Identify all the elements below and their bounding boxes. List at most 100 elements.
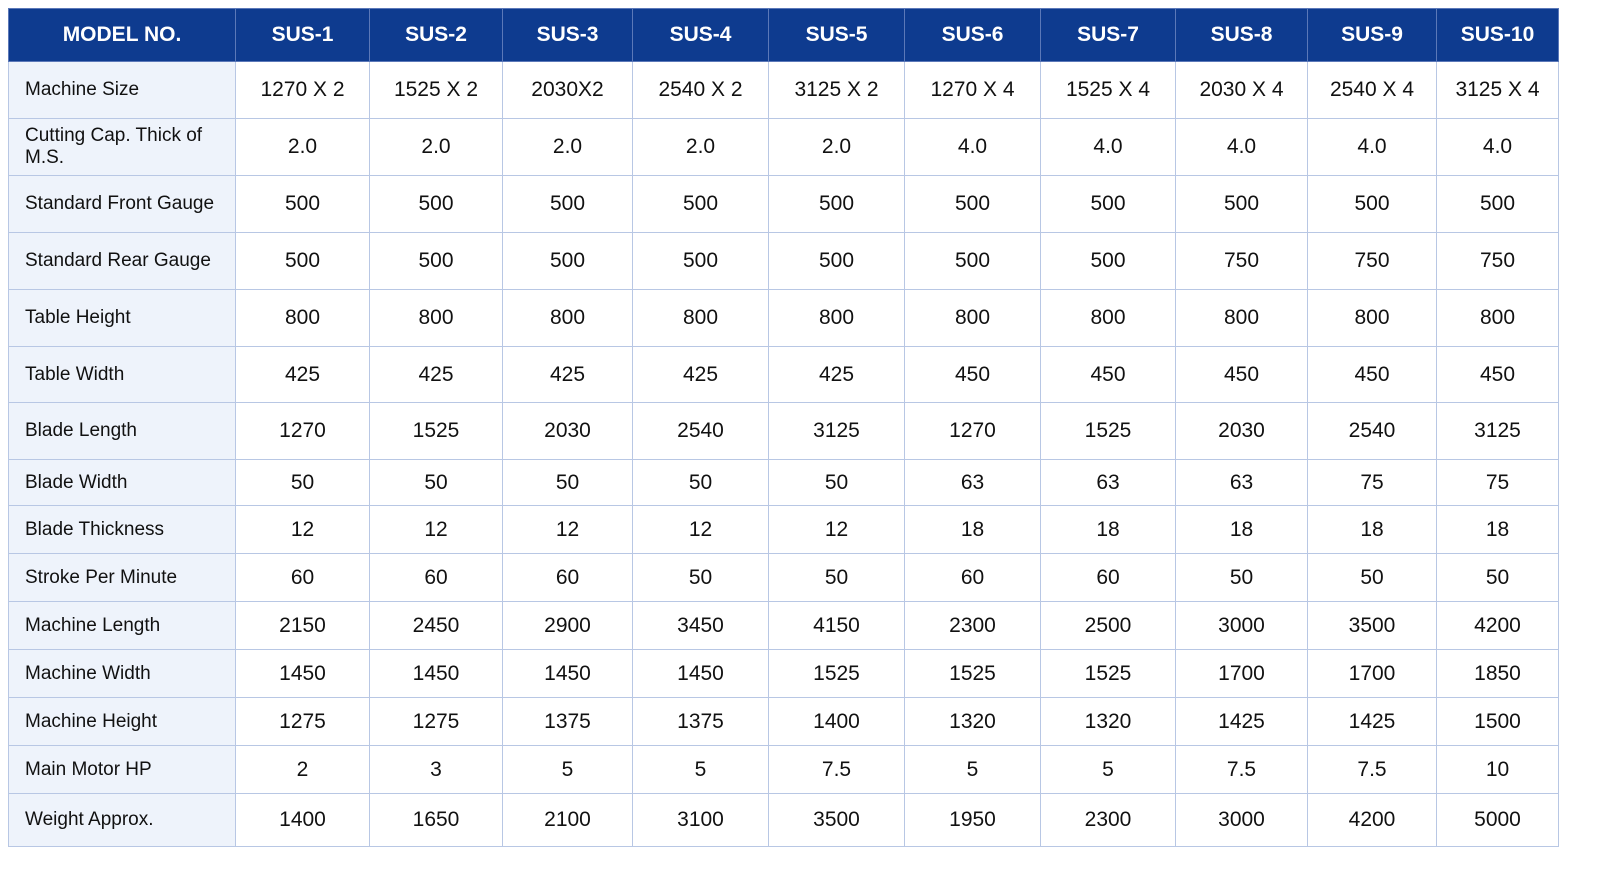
cell: 800 — [502, 289, 633, 347]
cell: 1950 — [904, 793, 1041, 847]
cell: 800 — [369, 289, 503, 347]
table-row: Stroke Per Minute 60 60 60 50 50 60 60 50 50 50 — [8, 553, 1559, 602]
cell: 2150 — [235, 601, 370, 650]
cell: 500 — [1175, 175, 1308, 233]
cell: 425 — [369, 346, 503, 403]
cell: 750 — [1436, 232, 1559, 290]
cell: 1425 — [1175, 697, 1308, 746]
row-label: Main Motor HP — [8, 745, 236, 794]
table-row: Blade Length 1270 1525 2030 2540 3125 1270 1525… — [8, 402, 1559, 460]
cell: 12 — [632, 505, 769, 554]
cell: 60 — [369, 553, 503, 602]
cell: 1525 — [1040, 402, 1176, 460]
cell: 800 — [1436, 289, 1559, 347]
cell: 4200 — [1436, 601, 1559, 650]
cell: 3125 — [1436, 402, 1559, 460]
cell: 5 — [1040, 745, 1176, 794]
cell: 500 — [768, 175, 905, 233]
cell: 5000 — [1436, 793, 1559, 847]
cell: 800 — [632, 289, 769, 347]
table-row: Machine Length 2150 2450 2900 3450 4150 2300 25… — [8, 601, 1559, 650]
cell: 500 — [502, 232, 633, 290]
cell: 2540 — [1307, 402, 1437, 460]
cell: 12 — [369, 505, 503, 554]
cell: 60 — [1040, 553, 1176, 602]
cell: 500 — [235, 175, 370, 233]
cell: 750 — [1175, 232, 1308, 290]
cell: 1400 — [768, 697, 905, 746]
row-label: Weight Approx. — [8, 793, 236, 847]
cell: 2.0 — [502, 118, 633, 176]
cell: 2500 — [1040, 601, 1176, 650]
cell: 5 — [632, 745, 769, 794]
table-body: Machine Size 1270 X 2 1525 X 2 2030X2 2540 X… — [8, 61, 1559, 847]
row-label: Blade Thickness — [8, 505, 236, 554]
cell: 4.0 — [1436, 118, 1559, 176]
cell: 1525 — [369, 402, 503, 460]
cell: 500 — [369, 232, 503, 290]
cell: 7.5 — [1307, 745, 1437, 794]
table-row: Standard Rear Gauge 500 500 500 500 500 500 500… — [8, 232, 1559, 290]
table-row: Machine Height 1275 1275 1375 1375 1400 1320 13… — [8, 697, 1559, 746]
cell: 3125 X 4 — [1436, 61, 1559, 119]
row-label: Table Height — [8, 289, 236, 347]
header-cell: SUS-3 — [502, 8, 633, 62]
cell: 18 — [1175, 505, 1308, 554]
cell: 18 — [1436, 505, 1559, 554]
header-cell: SUS-1 — [235, 8, 370, 62]
cell: 18 — [1040, 505, 1176, 554]
cell: 2.0 — [632, 118, 769, 176]
cell: 63 — [904, 459, 1041, 506]
cell: 1375 — [632, 697, 769, 746]
cell: 1450 — [369, 649, 503, 698]
cell: 50 — [1307, 553, 1437, 602]
cell: 500 — [632, 175, 769, 233]
cell: 3000 — [1175, 793, 1308, 847]
cell: 1275 — [235, 697, 370, 746]
row-label: Machine Width — [8, 649, 236, 698]
header-cell: SUS-5 — [768, 8, 905, 62]
cell: 1700 — [1307, 649, 1437, 698]
cell: 1425 — [1307, 697, 1437, 746]
cell: 2030 — [502, 402, 633, 460]
header-cell: SUS-9 — [1307, 8, 1437, 62]
cell: 3450 — [632, 601, 769, 650]
cell: 1450 — [502, 649, 633, 698]
cell: 425 — [235, 346, 370, 403]
row-label: Blade Length — [8, 402, 236, 460]
table-row: Blade Thickness 12 12 12 12 12 18 18 18 18 18 — [8, 505, 1559, 554]
cell: 1270 — [904, 402, 1041, 460]
cell: 12 — [235, 505, 370, 554]
cell: 1850 — [1436, 649, 1559, 698]
row-label: Blade Width — [8, 459, 236, 506]
cell: 450 — [1436, 346, 1559, 403]
cell: 7.5 — [768, 745, 905, 794]
cell: 425 — [768, 346, 905, 403]
cell: 12 — [502, 505, 633, 554]
cell: 450 — [904, 346, 1041, 403]
cell: 4.0 — [1175, 118, 1308, 176]
cell: 1375 — [502, 697, 633, 746]
cell: 500 — [1040, 175, 1176, 233]
table-row: Blade Width 50 50 50 50 50 63 63 63 75 75 — [8, 459, 1559, 506]
row-label: Stroke Per Minute — [8, 553, 236, 602]
cell: 50 — [632, 553, 769, 602]
cell: 1650 — [369, 793, 503, 847]
header-cell: SUS-6 — [904, 8, 1041, 62]
cell: 3125 X 2 — [768, 61, 905, 119]
spec-table: MODEL NO. SUS-1 SUS-2 SUS-3 SUS-4 SUS-5 SUS-6 S… — [8, 8, 1559, 847]
cell: 500 — [904, 175, 1041, 233]
cell: 75 — [1436, 459, 1559, 506]
cell: 1450 — [632, 649, 769, 698]
header-row: MODEL NO. SUS-1 SUS-2 SUS-3 SUS-4 SUS-5 SUS-6 S… — [8, 8, 1559, 62]
row-label: Table Width — [8, 346, 236, 403]
cell: 5 — [502, 745, 633, 794]
cell: 1270 X 4 — [904, 61, 1041, 119]
cell: 4.0 — [1040, 118, 1176, 176]
row-label: Cutting Cap. Thick of M.S. — [8, 118, 236, 176]
cell: 60 — [235, 553, 370, 602]
cell: 3500 — [1307, 601, 1437, 650]
cell: 2540 — [632, 402, 769, 460]
table-row: Standard Front Gauge 500 500 500 500 500 500 50… — [8, 175, 1559, 233]
